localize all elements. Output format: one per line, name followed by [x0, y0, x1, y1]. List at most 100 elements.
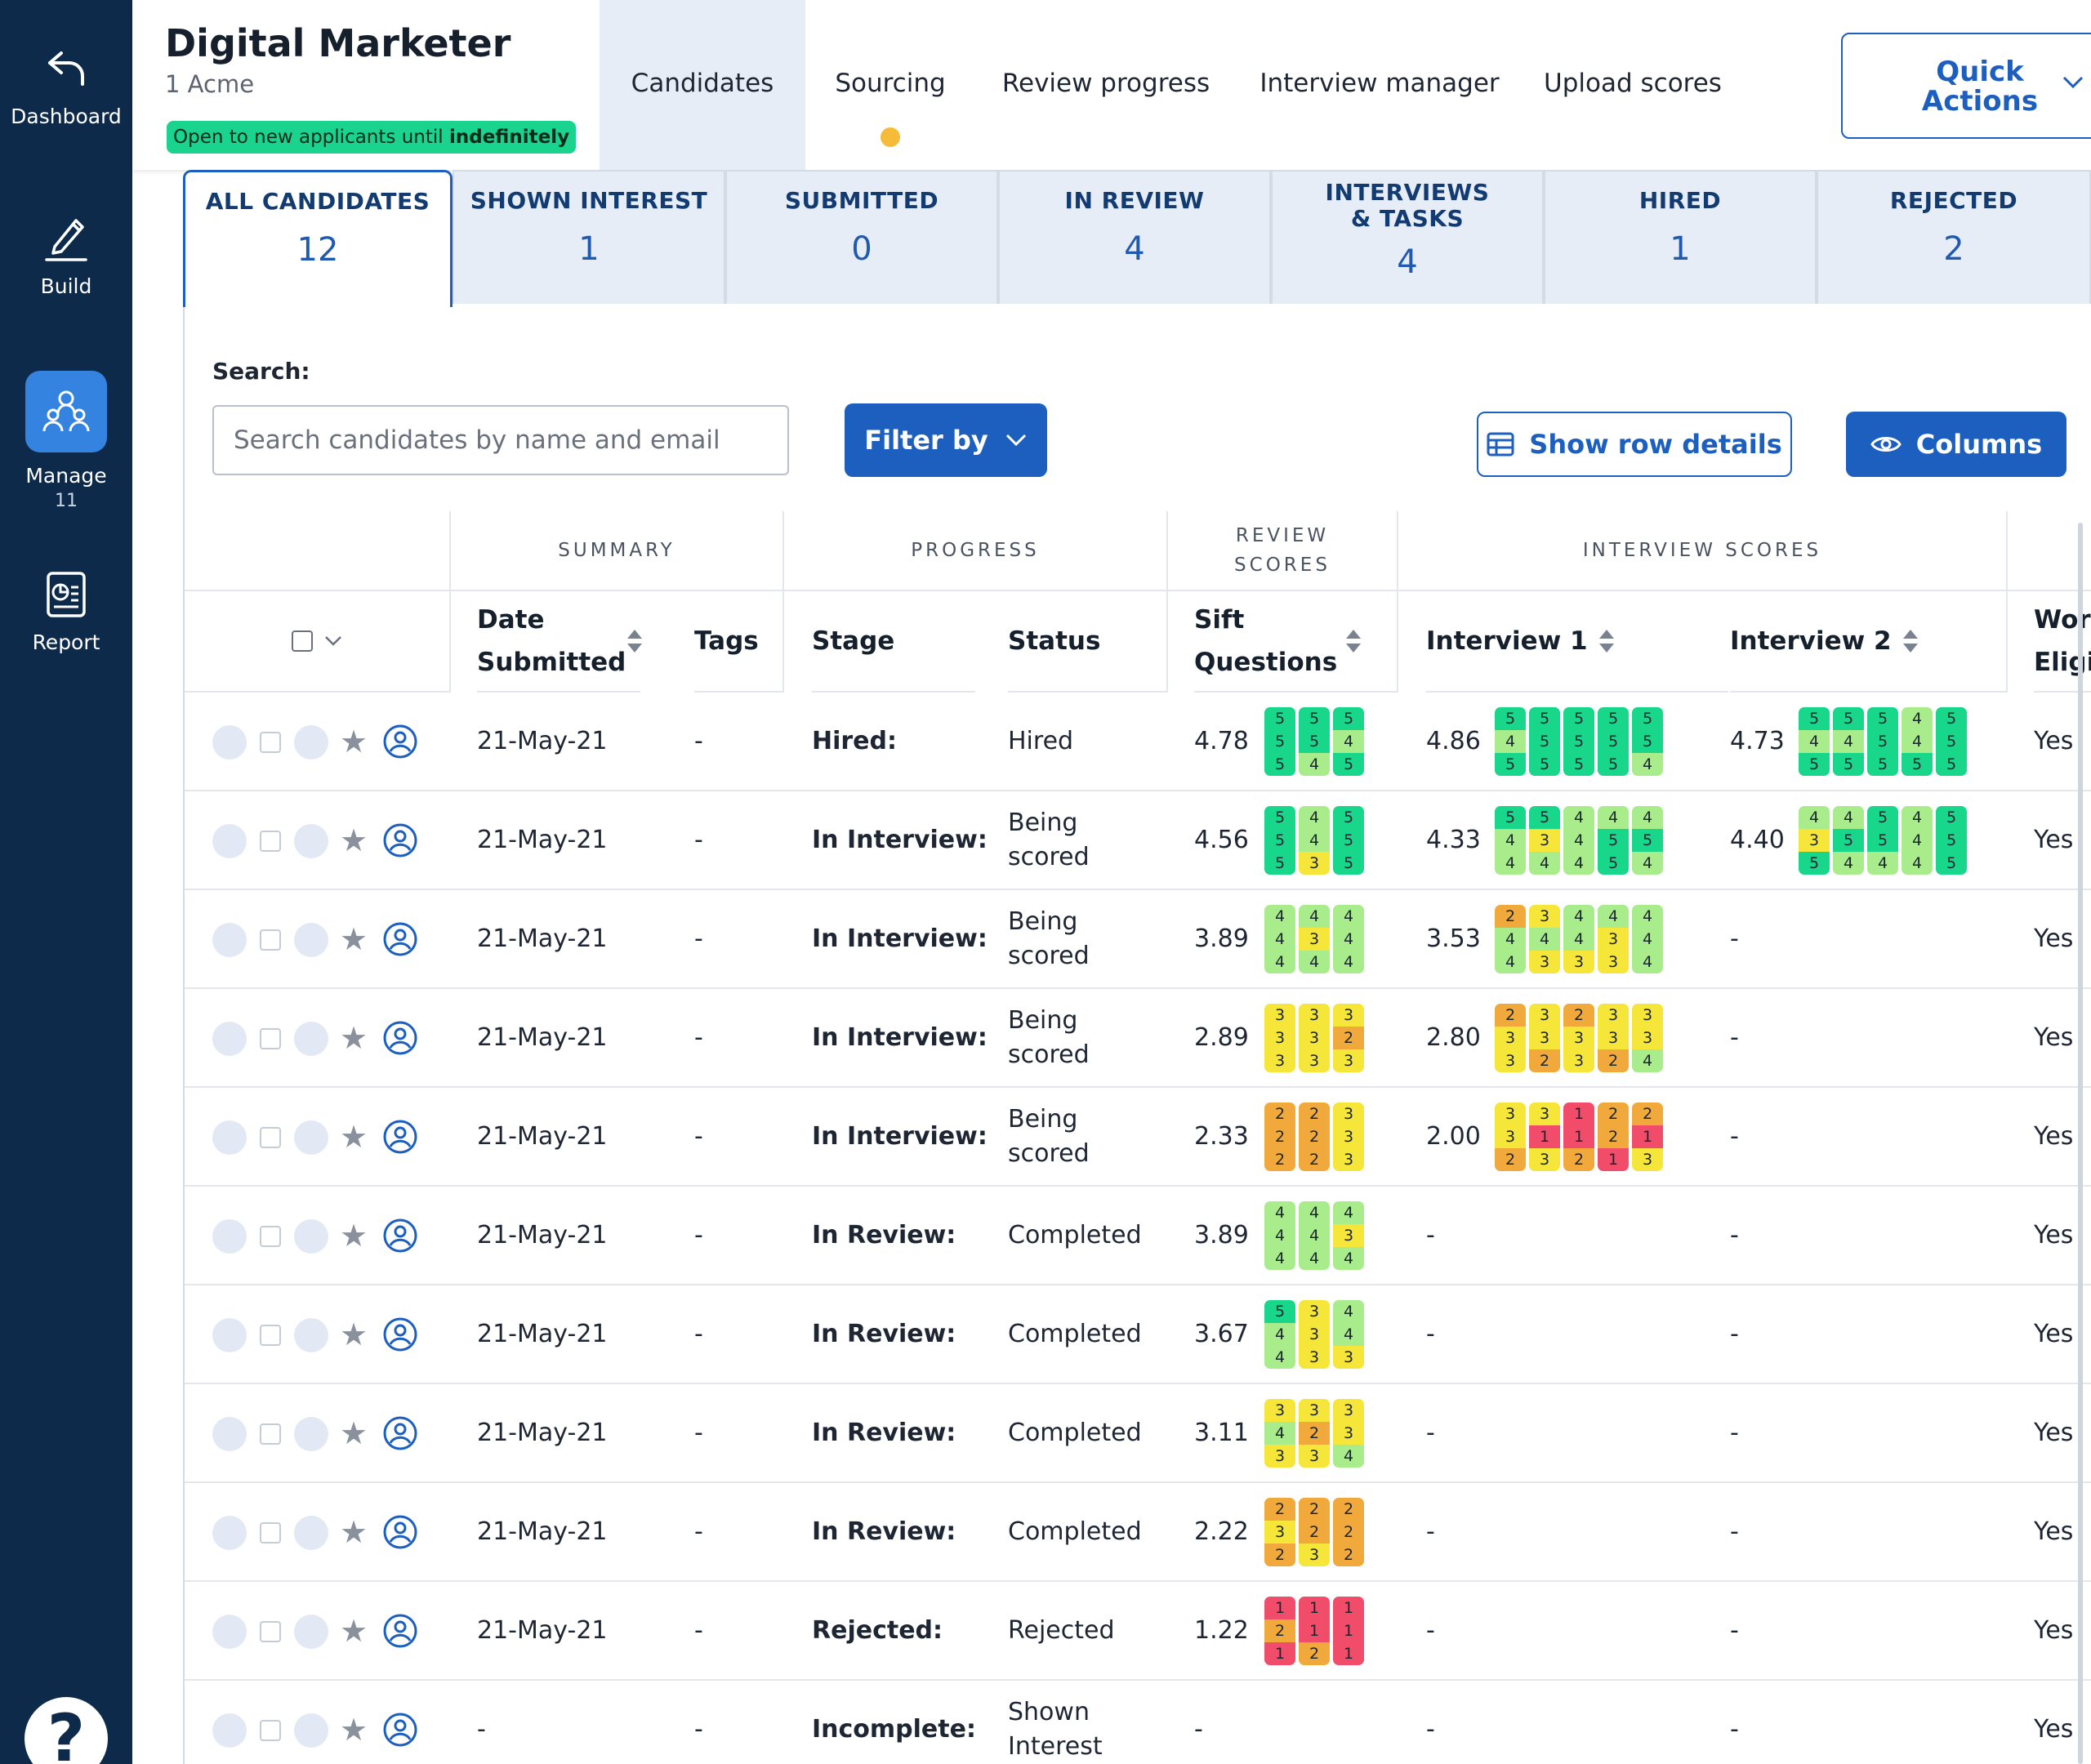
- row-checkbox[interactable]: [260, 1325, 281, 1346]
- star-icon[interactable]: ★: [340, 1415, 368, 1451]
- tab-sourcing[interactable]: Sourcing: [805, 0, 975, 170]
- user-profile-icon[interactable]: [382, 1613, 418, 1652]
- stage-tab-hired[interactable]: HIRED 1: [1544, 170, 1817, 304]
- row-checkbox[interactable]: [260, 1423, 281, 1445]
- column-header-interview-2[interactable]: Interview 2: [1730, 591, 2008, 693]
- column-header-date-submitted[interactable]: Date Submitted: [477, 591, 642, 693]
- sort-icon[interactable]: [1598, 630, 1614, 653]
- row-checkbox[interactable]: [260, 929, 281, 951]
- sort-icon[interactable]: [627, 630, 642, 653]
- show-row-details-button[interactable]: Show row details: [1477, 412, 1792, 477]
- user-profile-icon[interactable]: [382, 921, 418, 960]
- star-icon[interactable]: ★: [340, 1712, 368, 1748]
- row-checkbox[interactable]: [260, 1621, 281, 1642]
- approve-icon[interactable]: [212, 1219, 247, 1254]
- table-row[interactable]: ★ 21-May-21- In Review: Completed 3.11 3 4 3 3 2 3…: [185, 1384, 2091, 1483]
- stage-tab-shown-interest[interactable]: SHOWN INTEREST 1: [453, 170, 725, 304]
- table-row[interactable]: ★ 21-May-21 - In Interview: Being scored 3.89…: [185, 890, 2091, 989]
- quick-actions-button[interactable]: Quick Actions: [1841, 33, 2091, 139]
- advance-icon[interactable]: [294, 725, 328, 760]
- user-profile-icon[interactable]: [382, 1218, 418, 1257]
- column-header-sift-questions[interactable]: Sift Questions: [1194, 591, 1398, 693]
- sidebar-item-build[interactable]: Build: [0, 216, 132, 298]
- advance-icon[interactable]: [294, 1516, 328, 1550]
- star-icon[interactable]: ★: [340, 724, 368, 760]
- approve-icon[interactable]: [212, 1516, 247, 1550]
- advance-icon[interactable]: [294, 1219, 328, 1254]
- user-profile-icon[interactable]: [382, 1020, 418, 1059]
- search-input[interactable]: [212, 405, 789, 475]
- star-icon[interactable]: ★: [340, 822, 368, 858]
- chevron-down-icon[interactable]: [324, 635, 342, 647]
- star-icon[interactable]: ★: [340, 1119, 368, 1155]
- advance-icon[interactable]: [294, 1713, 328, 1748]
- tab-interview-manager[interactable]: Interview manager: [1237, 0, 1523, 170]
- advance-icon[interactable]: [294, 923, 328, 957]
- stage-tab-submitted[interactable]: SUBMITTED 0: [725, 170, 998, 304]
- approve-icon[interactable]: [212, 1615, 247, 1649]
- columns-button[interactable]: Columns: [1846, 412, 2066, 477]
- user-profile-icon[interactable]: [382, 1514, 418, 1553]
- column-header-interview-1[interactable]: Interview 1: [1426, 591, 1728, 693]
- tab-upload-scores[interactable]: Upload scores: [1523, 0, 1743, 170]
- sidebar-item-manage[interactable]: Manage 11: [0, 371, 132, 511]
- row-checkbox[interactable]: [260, 732, 281, 753]
- table-row[interactable]: ★ 21-May-21- In Review: Completed 2.22 2 3 2 2 2 3…: [185, 1483, 2091, 1582]
- advance-icon[interactable]: [294, 1417, 328, 1451]
- advance-icon[interactable]: [294, 1615, 328, 1649]
- table-row[interactable]: ★ 21-May-21- Hired: Hired 4.78 5 5 5 5 5 4 5 4 5 4.86 5…: [185, 693, 2091, 791]
- tab-review-progress[interactable]: Review progress: [975, 0, 1237, 170]
- row-checkbox[interactable]: [260, 1720, 281, 1741]
- row-checkbox[interactable]: [260, 1522, 281, 1544]
- help-button[interactable]: ?: [25, 1697, 108, 1764]
- star-icon[interactable]: ★: [340, 921, 368, 957]
- row-checkbox[interactable]: [260, 1127, 281, 1148]
- sort-icon[interactable]: [1902, 630, 1918, 653]
- sidebar-item-report[interactable]: Report: [0, 572, 132, 654]
- filter-by-button[interactable]: Filter by: [845, 403, 1047, 477]
- select-all-control[interactable]: [185, 591, 451, 693]
- table-row[interactable]: ★ 21-May-21 - In Interview: Being scored 2.33…: [185, 1088, 2091, 1187]
- row-checkbox[interactable]: [260, 1226, 281, 1247]
- table-row[interactable]: ★ 21-May-21- In Review: Completed 3.67 5 4 4 3 3 3…: [185, 1285, 2091, 1384]
- table-row[interactable]: ★ 21-May-21 - In Interview: Being scored 4.56…: [185, 791, 2091, 890]
- advance-icon[interactable]: [294, 1120, 328, 1155]
- user-profile-icon[interactable]: [382, 1712, 418, 1751]
- user-profile-icon[interactable]: [382, 822, 418, 862]
- approve-icon[interactable]: [212, 1713, 247, 1748]
- table-row[interactable]: ★ - - Incomplete: Shown Interest - - - Yes: [185, 1681, 2091, 1764]
- approve-icon[interactable]: [212, 1120, 247, 1155]
- approve-icon[interactable]: [212, 824, 247, 858]
- user-profile-icon[interactable]: [382, 1415, 418, 1454]
- star-icon[interactable]: ★: [340, 1218, 368, 1254]
- table-row[interactable]: ★ 21-May-21 - In Interview: Being scored 2.89…: [185, 989, 2091, 1088]
- approve-icon[interactable]: [212, 1318, 247, 1352]
- sidebar-item-dashboard[interactable]: Dashboard: [0, 46, 132, 128]
- table-row[interactable]: ★ 21-May-21- In Review: Completed 3.89 4 4 4 4 4 4…: [185, 1187, 2091, 1285]
- user-profile-icon[interactable]: [382, 1119, 418, 1158]
- tab-candidates[interactable]: Candidates: [600, 0, 805, 170]
- advance-icon[interactable]: [294, 1022, 328, 1056]
- select-all-checkbox[interactable]: [292, 630, 313, 652]
- stage-tab-interviews-tasks[interactable]: INTERVIEWS & TASKS 4: [1271, 170, 1544, 304]
- advance-icon[interactable]: [294, 824, 328, 858]
- approve-icon[interactable]: [212, 1022, 247, 1056]
- row-checkbox[interactable]: [260, 831, 281, 852]
- star-icon[interactable]: ★: [340, 1613, 368, 1649]
- stage-tab-rejected[interactable]: REJECTED 2: [1817, 170, 2091, 304]
- sort-icon[interactable]: [1346, 630, 1361, 653]
- approve-icon[interactable]: [212, 1417, 247, 1451]
- stage-tab-in-review[interactable]: IN REVIEW 4: [998, 170, 1271, 304]
- row-checkbox[interactable]: [260, 1028, 281, 1049]
- user-profile-icon[interactable]: [382, 1316, 418, 1356]
- user-profile-icon[interactable]: [382, 724, 418, 763]
- vertical-scrollbar[interactable]: [2078, 523, 2083, 1764]
- advance-icon[interactable]: [294, 1318, 328, 1352]
- table-row[interactable]: ★ 21-May-21- Rejected: Rejected 1.22 1 2 1 1 1 2 1 1…: [185, 1582, 2091, 1681]
- stage-tab-all-candidates[interactable]: ALL CANDIDATES 12: [183, 170, 453, 307]
- star-icon[interactable]: ★: [340, 1316, 368, 1352]
- star-icon[interactable]: ★: [340, 1514, 368, 1550]
- approve-icon[interactable]: [212, 923, 247, 957]
- approve-icon[interactable]: [212, 725, 247, 760]
- star-icon[interactable]: ★: [340, 1020, 368, 1056]
